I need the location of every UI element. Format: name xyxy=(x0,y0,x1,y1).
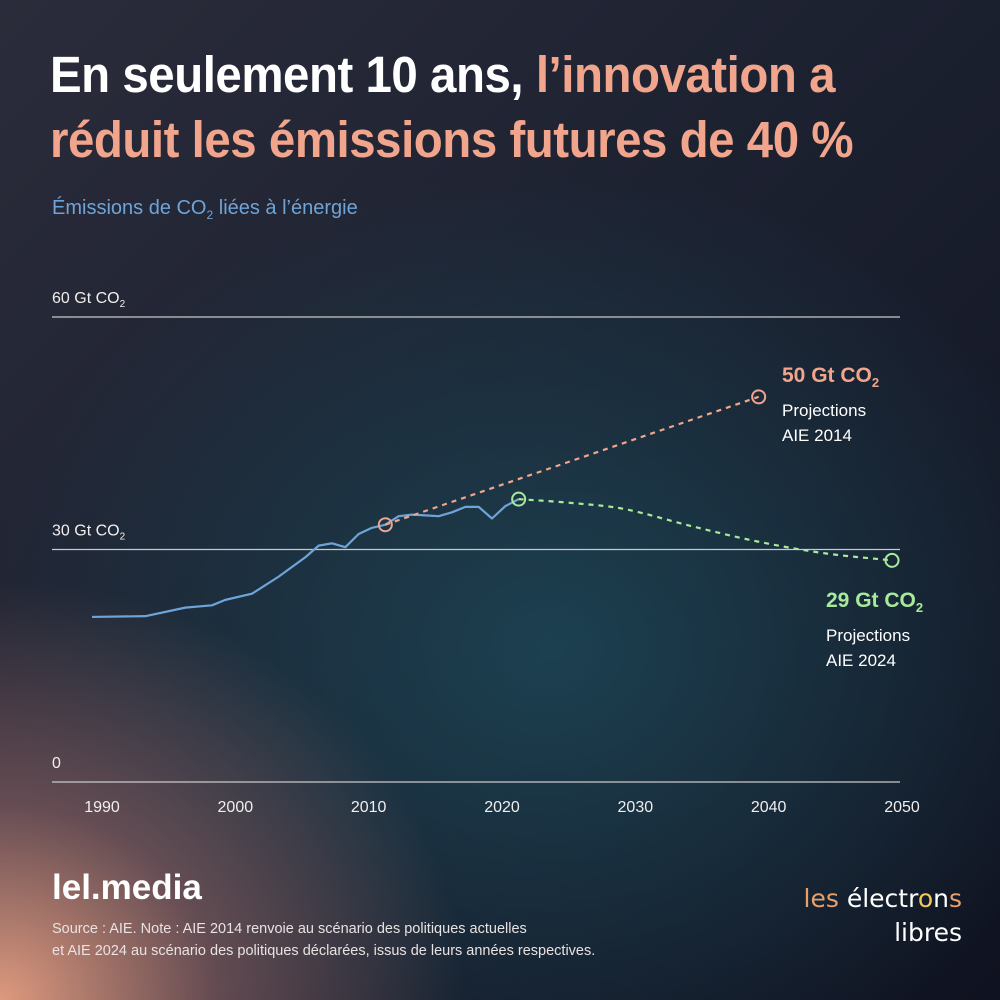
logo-line-2: libres xyxy=(894,918,962,947)
series-historical xyxy=(91,498,520,619)
y-label-0: 0 xyxy=(52,755,61,772)
x-tick-2050: 2050 xyxy=(884,799,920,816)
subtitle-before: Émissions de CO xyxy=(52,197,207,219)
logo-letter-s: s xyxy=(948,884,962,913)
logo-letter-o: o xyxy=(917,884,934,913)
x-tick-2040: 2040 xyxy=(751,799,787,816)
chart-annotations: 50 Gt CO2 Projections AIE 2014 29 Gt CO2 Pro… xyxy=(782,364,923,670)
brand-name: lel.media xyxy=(52,868,202,907)
chart-markers xyxy=(377,389,900,568)
annotation-line1-1: Projections xyxy=(826,626,910,645)
logo-line-1: les électrons xyxy=(782,882,962,916)
source-line-2: et AIE 2024 au scénario des politiques d… xyxy=(52,943,596,959)
headline-part-1: En seulement 10 ans, xyxy=(50,46,536,103)
headline: En seulement 10 ans, l’innovation a rédu… xyxy=(50,42,906,172)
series-projection-2024 xyxy=(518,498,893,562)
y-gridlines: 0 30 Gt CO2 60 Gt CO2 xyxy=(52,290,900,783)
les-electrons-libres-logo: les électrons libres xyxy=(782,882,962,950)
marker-2012 xyxy=(377,517,393,533)
subtitle-after: liées à l’énergie xyxy=(213,197,358,219)
logo-word-electr: électr xyxy=(846,884,918,913)
series-projection-2014 xyxy=(384,395,760,526)
x-axis-ticks: 1990 2000 2010 2020 2030 2040 2050 xyxy=(84,799,920,816)
chart-series xyxy=(91,395,893,619)
marker-2040 xyxy=(751,389,767,405)
source-line-1: Source : AIE. Note : AIE 2014 renvoie au… xyxy=(52,921,527,937)
logo-word-les: les xyxy=(803,884,847,913)
logo-letter-n: n xyxy=(933,884,949,913)
y-label-60: 60 Gt CO2 xyxy=(52,290,126,310)
y-label-30: 30 Gt CO2 xyxy=(52,523,126,543)
source-note: Source : AIE. Note : AIE 2014 renvoie au… xyxy=(52,918,752,962)
annotation-line2-1: AIE 2024 xyxy=(826,651,896,670)
x-tick-2020: 2020 xyxy=(484,799,520,816)
x-tick-2030: 2030 xyxy=(618,799,654,816)
marker-2050 xyxy=(884,552,900,568)
annotation-line1-0: Projections xyxy=(782,401,866,420)
x-tick-2000: 2000 xyxy=(218,799,254,816)
x-tick-2010: 2010 xyxy=(351,799,387,816)
x-tick-1990: 1990 xyxy=(84,799,120,816)
annotation-value-1: 29 Gt CO2 xyxy=(826,589,923,615)
subtitle-subscript: 2 xyxy=(206,208,214,222)
annotation-value-0: 50 Gt CO2 xyxy=(782,364,879,390)
headline-part-2: l’innovation a réduit les émissions futu… xyxy=(50,46,854,168)
chart-subtitle: Émissions de CO2 liées à l’énergie xyxy=(52,197,358,222)
annotation-line2-0: AIE 2014 xyxy=(782,426,852,445)
marker-2022 xyxy=(511,491,527,507)
